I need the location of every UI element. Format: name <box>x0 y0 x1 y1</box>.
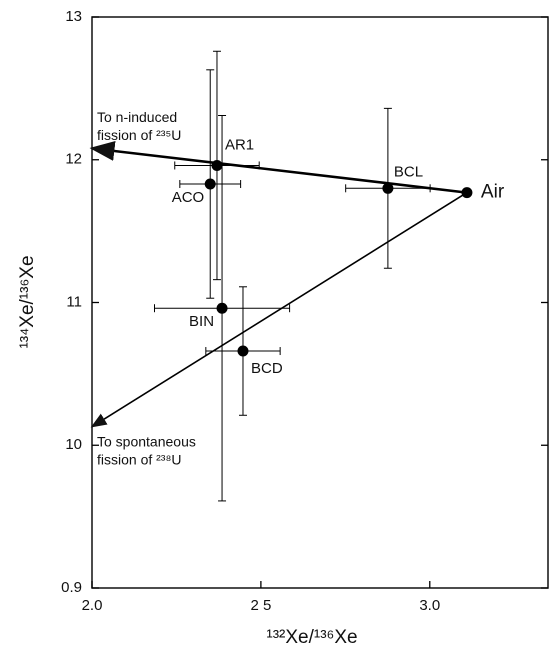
point-label: BIN <box>189 313 214 330</box>
mixing-arrow <box>90 191 468 428</box>
y-tick-label: 0.9 <box>61 579 82 596</box>
point <box>237 345 249 357</box>
x-tick-label: 2 5 <box>250 597 271 614</box>
y-axis-title: ¹³⁴Xe/¹³⁶Xe <box>17 255 38 348</box>
plot-frame <box>91 16 549 589</box>
arrow-label: To n-induced <box>97 109 177 125</box>
point-label: ACO <box>172 189 205 206</box>
point <box>382 182 394 194</box>
point-label: BCD <box>251 360 283 377</box>
y-tick-label: 13 <box>65 8 82 25</box>
y-tick-label: 12 <box>65 151 82 168</box>
mixing-arrow <box>89 141 468 194</box>
arrow-label: To spontaneous <box>97 433 196 449</box>
point-label: BCL <box>394 163 423 180</box>
x-tick-label: 3.0 <box>419 597 440 614</box>
x-axis-title: ¹³²Xe/¹³⁶Xe <box>266 627 357 648</box>
x-tick-label: 2.0 <box>82 597 103 614</box>
point <box>204 178 216 190</box>
point-label: Air <box>481 182 505 203</box>
arrow-label: fission of ²³⁸U <box>97 451 181 467</box>
arrow-label: fission of ²³⁵U <box>97 127 181 143</box>
point <box>216 302 228 314</box>
point <box>211 159 223 171</box>
point <box>461 187 473 199</box>
point-label: AR1 <box>225 136 254 153</box>
y-tick-label: 10 <box>65 436 82 453</box>
y-tick-label: 11 <box>66 293 82 310</box>
